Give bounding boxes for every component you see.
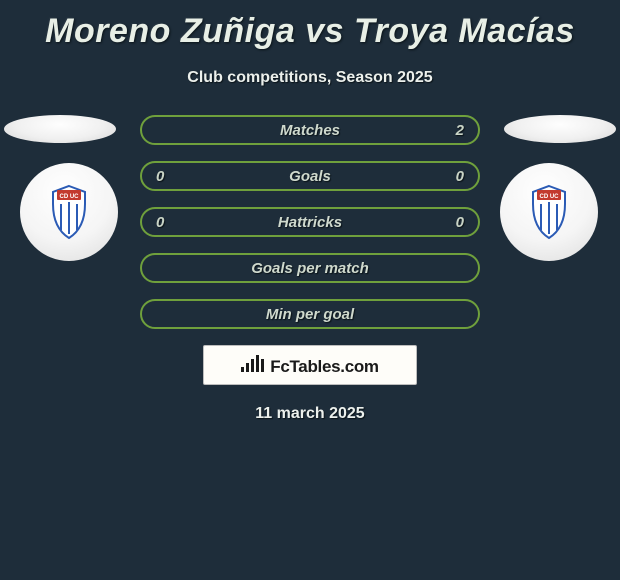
bar <box>256 355 259 372</box>
svg-text:CD UC: CD UC <box>540 194 560 200</box>
page-title: Moreno Zuñiga vs Troya Macías <box>0 0 620 51</box>
svg-text:CD UC: CD UC <box>60 194 80 200</box>
subtitle: Club competitions, Season 2025 <box>0 69 620 87</box>
stat-label: Goals <box>192 168 428 185</box>
player-placeholder-left <box>4 115 116 143</box>
club-crest-icon: CD UC <box>47 184 91 240</box>
player-placeholder-right <box>504 115 616 143</box>
bar <box>246 363 249 372</box>
stat-label: Min per goal <box>192 306 428 323</box>
stat-row: Min per goal <box>140 299 480 329</box>
stat-row: Matches 2 <box>140 115 480 145</box>
date: 11 march 2025 <box>0 405 620 423</box>
club-badge-right: CD UC <box>500 163 598 261</box>
stat-value-left: 0 <box>156 214 192 231</box>
stat-label: Goals per match <box>192 260 428 277</box>
stat-value-right: 2 <box>428 122 464 139</box>
stat-value-right: 0 <box>428 214 464 231</box>
club-crest-icon: CD UC <box>527 184 571 240</box>
stat-row: Goals per match <box>140 253 480 283</box>
stat-value-right: 0 <box>428 168 464 185</box>
stat-label: Matches <box>192 122 428 139</box>
stat-label: Hattricks <box>192 214 428 231</box>
club-badge-left: CD UC <box>20 163 118 261</box>
logo-inner: FcTables.com <box>241 354 379 377</box>
stat-row: 0 Hattricks 0 <box>140 207 480 237</box>
stat-value-left: 0 <box>156 168 192 185</box>
bar <box>241 367 244 372</box>
source-logo: FcTables.com <box>203 345 417 385</box>
stat-rows: Matches 2 0 Goals 0 0 Hattricks 0 Goals … <box>140 115 480 329</box>
bar <box>261 359 264 372</box>
stat-row: 0 Goals 0 <box>140 161 480 191</box>
bars-icon <box>241 354 264 372</box>
stats-area: CD UC CD UC Matches 2 0 Goals 0 0 Ha <box>0 115 620 329</box>
logo-text: FcTables.com <box>270 357 379 377</box>
bar <box>251 359 254 372</box>
